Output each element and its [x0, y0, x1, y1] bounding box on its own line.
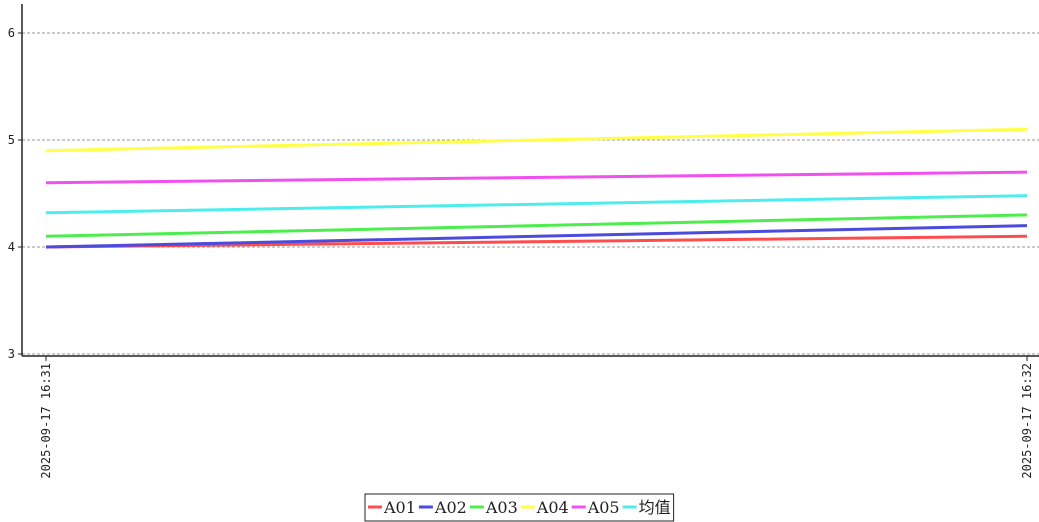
- legend-item[interactable]: A02: [418, 498, 467, 517]
- legend-label: 均值: [639, 498, 671, 517]
- legend-box: [364, 493, 675, 522]
- axis-layer: 3 4 5 6 2025-09-17 16:31 2025-09-17 16:32: [8, 4, 1039, 479]
- series-line-均值: [45, 194, 1028, 215]
- legend-item[interactable]: A05: [571, 498, 620, 517]
- series-line-A02: [45, 224, 1028, 249]
- legend-label: A01: [383, 498, 416, 517]
- legend-label: A04: [536, 498, 569, 517]
- legend-label: A02: [434, 498, 467, 517]
- y-tick-label: 4: [8, 240, 15, 254]
- legend[interactable]: A01 A02 A03 A04 A05 均值: [364, 493, 675, 522]
- series-line-A03: [45, 213, 1028, 238]
- y-tick-label: 3: [8, 347, 15, 361]
- x-tick-label: 2025-09-17 16:32: [1020, 363, 1034, 479]
- series-line-A04: [45, 127, 1028, 153]
- series-line-A05: [45, 170, 1028, 185]
- legend-label: A03: [485, 498, 518, 517]
- legend-item[interactable]: A03: [469, 498, 518, 517]
- series-layer: [45, 127, 1028, 249]
- x-tick-label: 2025-09-17 16:31: [39, 363, 53, 479]
- series-line-A01: [45, 234, 1028, 249]
- legend-item[interactable]: A04: [520, 498, 569, 517]
- y-tick-label: 6: [8, 26, 15, 40]
- legend-label: A05: [587, 498, 620, 517]
- legend-item[interactable]: A01: [368, 498, 416, 517]
- grid-layer: [22, 32, 1039, 355]
- y-tick-label: 5: [8, 133, 15, 147]
- legend-item[interactable]: 均值: [622, 498, 671, 517]
